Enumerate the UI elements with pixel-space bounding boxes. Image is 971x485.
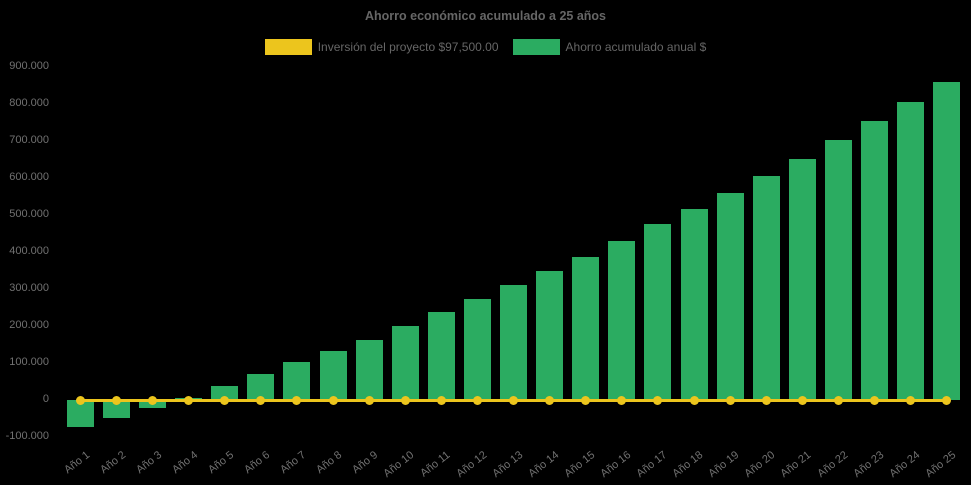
x-axis-tick-label: Año 12 <box>453 448 489 480</box>
x-axis-tick-label: Año 6 <box>242 448 273 476</box>
investment-point-marker <box>328 395 338 405</box>
y-axis-tick-label: 500.000 <box>9 208 49 220</box>
y-axis-tick-label: 100.000 <box>9 356 49 368</box>
y-axis-tick-label: 700.000 <box>9 134 49 146</box>
investment-point-marker <box>256 395 266 405</box>
bar-año-18 <box>680 208 708 400</box>
bar-año-22 <box>824 140 852 400</box>
investment-point-marker <box>148 395 158 405</box>
investment-point-marker <box>942 395 952 405</box>
x-axis-tick-label: Año 16 <box>598 448 634 480</box>
x-axis-tick-label: Año 11 <box>418 448 453 479</box>
y-axis-tick-label: 200.000 <box>9 319 49 331</box>
bar-año-10 <box>391 326 419 400</box>
x-axis-tick-label: Año 24 <box>887 448 923 480</box>
legend-swatch-investment-line <box>264 39 312 55</box>
investment-point-marker <box>833 395 843 405</box>
x-axis-tick-label: Año 15 <box>562 448 598 480</box>
y-axis-tick-label: 600.000 <box>9 171 49 183</box>
x-axis-tick-label: Año 5 <box>206 448 237 476</box>
investment-point-marker <box>111 395 121 405</box>
x-axis-tick-label: Año 7 <box>278 448 309 476</box>
bar-año-13 <box>500 285 528 400</box>
investment-point-marker <box>220 395 230 405</box>
x-axis-tick-label: Año 10 <box>381 448 417 480</box>
legend-swatch-savings-bars <box>512 39 560 55</box>
bar-año-11 <box>427 312 455 400</box>
bar-año-14 <box>536 271 564 400</box>
bar-año-8 <box>319 350 347 400</box>
x-axis-tick-label: Año 25 <box>923 448 959 480</box>
y-axis-tick-label: 0 <box>42 393 49 405</box>
investment-point-marker <box>725 395 735 405</box>
x-axis-tick-label: Año 20 <box>742 448 778 480</box>
x-axis-tick-label: Año 1 <box>61 448 92 476</box>
bar-año-20 <box>752 176 780 400</box>
investment-point-marker <box>472 395 482 405</box>
investment-point-marker <box>689 395 699 405</box>
bar-año-24 <box>897 102 925 400</box>
investment-point-marker <box>545 395 555 405</box>
y-axis-tick-label: 400.000 <box>9 245 49 257</box>
bar-año-23 <box>861 121 889 400</box>
legend-label: Inversión del proyecto $97,500.00 <box>317 40 499 54</box>
investment-point-marker <box>364 395 374 405</box>
investment-point-marker <box>75 395 85 405</box>
bar-año-19 <box>716 193 744 400</box>
chart-title: Ahorro económico acumulado a 25 años <box>364 9 607 23</box>
legend-item-investment-line[interactable]: Inversión del proyecto $97,500.00 <box>264 39 499 55</box>
y-axis-tick-label: -100.000 <box>5 430 49 442</box>
y-axis-tick-label: 800.000 <box>9 97 49 109</box>
investment-point-marker <box>184 395 194 405</box>
legend-label: Ahorro acumulado anual $ <box>565 40 707 54</box>
investment-point-marker <box>617 395 627 405</box>
bar-año-15 <box>572 256 600 400</box>
legend-item-savings-bars[interactable]: Ahorro acumulado anual $ <box>512 39 707 55</box>
bar-año-25 <box>933 82 961 400</box>
bar-año-17 <box>644 224 672 400</box>
y-axis-tick-label: 300.000 <box>9 282 49 294</box>
x-axis-tick-label: Año 17 <box>634 448 670 480</box>
investment-point-marker <box>581 395 591 405</box>
x-axis-tick-label: Año 19 <box>706 448 742 480</box>
bar-año-2 <box>102 400 130 418</box>
investment-point-marker <box>436 395 446 405</box>
x-axis-tick-label: Año 23 <box>851 448 886 480</box>
investment-point-marker <box>292 395 302 405</box>
bar-año-21 <box>788 158 816 400</box>
x-axis-tick-label: Año 9 <box>350 448 381 476</box>
x-axis-tick-label: Año 2 <box>97 448 128 476</box>
bar-año-16 <box>608 241 636 400</box>
x-axis-tick-label: Año 8 <box>314 448 345 476</box>
investment-point-marker <box>906 395 916 405</box>
bar-año-7 <box>283 362 311 400</box>
investment-point-marker <box>653 395 663 405</box>
investment-point-marker <box>870 395 880 405</box>
bar-año-6 <box>247 373 275 400</box>
bar-año-9 <box>355 339 383 400</box>
bar-año-12 <box>463 298 491 400</box>
y-axis-tick-label: 900.000 <box>9 60 49 72</box>
bar-año-5 <box>211 385 239 400</box>
investment-point-marker <box>509 395 519 405</box>
investment-point-marker <box>761 395 771 405</box>
x-axis-tick-label: Año 14 <box>526 448 562 480</box>
x-axis-tick-label: Año 22 <box>814 448 850 480</box>
x-axis-tick-label: Año 18 <box>670 448 706 480</box>
x-axis-tick-label: Año 21 <box>778 448 814 480</box>
investment-point-marker <box>797 395 807 405</box>
x-axis-tick-label: Año 13 <box>490 448 525 480</box>
x-axis-tick-label: Año 4 <box>170 448 201 476</box>
investment-point-marker <box>400 395 410 405</box>
x-axis-tick-label: Año 3 <box>133 448 164 476</box>
chart-legend: Inversión del proyecto $97,500.00 Ahorro … <box>0 39 971 55</box>
